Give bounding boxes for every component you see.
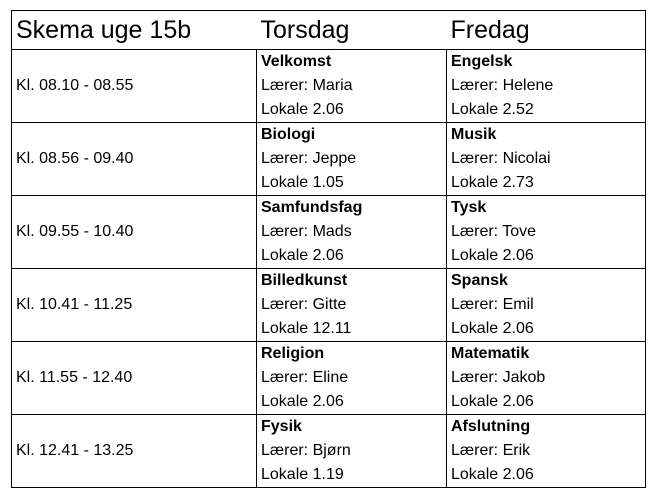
table-row: Kl. 08.56 - 09.40 Biologi Lærer: Jeppe L… <box>11 122 646 196</box>
header-row: Skema uge 15b Torsdag Fredag <box>11 10 646 50</box>
lesson-room: Lokale 2.06 <box>261 247 344 264</box>
lesson-cell: Religion Lærer: Eline Lokale 2.06 <box>256 341 447 415</box>
lesson-teacher: Lærer: Gitte <box>261 296 347 313</box>
lesson-cell: Engelsk Lærer: Helene Lokale 2.52 <box>446 49 646 123</box>
lesson-room: Lokale 2.06 <box>451 466 534 483</box>
lesson-subject: Engelsk <box>451 53 513 70</box>
lesson-subject: Biologi <box>261 126 316 143</box>
time-slot: Kl. 08.10 - 08.55 <box>11 49 257 123</box>
lesson-cell: Tysk Lærer: Tove Lokale 2.06 <box>446 195 646 269</box>
lesson-cell: Billedkunst Lærer: Gitte Lokale 12.11 <box>256 268 447 342</box>
time-slot: Kl. 09.55 - 10.40 <box>11 195 257 269</box>
table-row: Kl. 12.41 - 13.25 Fysik Lærer: Bjørn Lok… <box>11 414 646 488</box>
lesson-subject: Musik <box>451 126 497 143</box>
lesson-room: Lokale 2.73 <box>451 174 534 191</box>
lesson-room: Lokale 2.06 <box>451 320 534 337</box>
lesson-teacher: Lærer: Erik <box>451 442 531 459</box>
lesson-subject: Afslutning <box>451 418 531 435</box>
lesson-subject: Matematik <box>451 345 530 362</box>
lesson-cell: Fysik Lærer: Bjørn Lokale 1.19 <box>256 414 447 488</box>
lesson-subject: Tysk <box>451 199 487 216</box>
table-row: Kl. 10.41 - 11.25 Billedkunst Lærer: Git… <box>11 268 646 342</box>
lesson-subject: Samfundsfag <box>261 199 363 216</box>
lesson-teacher: Lærer: Helene <box>451 77 554 94</box>
table-row: Kl. 09.55 - 10.40 Samfundsfag Lærer: Mad… <box>11 195 646 269</box>
lesson-teacher: Lærer: Nicolai <box>451 150 551 167</box>
lesson-room: Lokale 12.11 <box>261 320 352 337</box>
lesson-teacher: Lærer: Mads <box>261 223 352 240</box>
day-header-friday: Fredag <box>446 10 646 50</box>
lesson-teacher: Lærer: Eline <box>261 369 349 386</box>
lesson-teacher: Lærer: Emil <box>451 296 534 313</box>
lesson-room: Lokale 2.06 <box>261 101 344 118</box>
lesson-cell: Samfundsfag Lærer: Mads Lokale 2.06 <box>256 195 447 269</box>
lesson-subject: Velkomst <box>261 53 332 70</box>
schedule-title: Skema uge 15b <box>11 10 257 50</box>
lesson-room: Lokale 2.06 <box>451 247 534 264</box>
lesson-teacher: Lærer: Tove <box>451 223 537 240</box>
time-slot: Kl. 11.55 - 12.40 <box>11 341 257 415</box>
lesson-cell: Matematik Lærer: Jakob Lokale 2.06 <box>446 341 646 415</box>
time-slot: Kl. 08.56 - 09.40 <box>11 122 257 196</box>
lesson-cell: Spansk Lærer: Emil Lokale 2.06 <box>446 268 646 342</box>
table-row: Kl. 08.10 - 08.55 Velkomst Lærer: Maria … <box>11 49 646 123</box>
lesson-subject: Religion <box>261 345 325 362</box>
lesson-cell: Musik Lærer: Nicolai Lokale 2.73 <box>446 122 646 196</box>
schedule-table: Skema uge 15b Torsdag Fredag Kl. 08.10 -… <box>11 10 646 488</box>
lesson-room: Lokale 1.05 <box>261 174 344 191</box>
lesson-teacher: Lærer: Bjørn <box>261 442 351 459</box>
lesson-teacher: Lærer: Jeppe <box>261 150 357 167</box>
time-slot: Kl. 10.41 - 11.25 <box>11 268 257 342</box>
time-slot: Kl. 12.41 - 13.25 <box>11 414 257 488</box>
lesson-room: Lokale 2.52 <box>451 101 534 118</box>
lesson-subject: Fysik <box>261 418 302 435</box>
lesson-room: Lokale 1.19 <box>261 466 344 483</box>
lesson-cell: Velkomst Lærer: Maria Lokale 2.06 <box>256 49 447 123</box>
table-row: Kl. 11.55 - 12.40 Religion Lærer: Eline … <box>11 341 646 415</box>
lesson-subject: Billedkunst <box>261 272 348 289</box>
lesson-teacher: Lærer: Jakob <box>451 369 546 386</box>
lesson-subject: Spansk <box>451 272 508 289</box>
lesson-room: Lokale 2.06 <box>261 393 344 410</box>
lesson-teacher: Lærer: Maria <box>261 77 353 94</box>
day-header-thursday: Torsdag <box>256 10 447 50</box>
lesson-room: Lokale 2.06 <box>451 393 534 410</box>
lesson-cell: Afslutning Lærer: Erik Lokale 2.06 <box>446 414 646 488</box>
lesson-cell: Biologi Lærer: Jeppe Lokale 1.05 <box>256 122 447 196</box>
